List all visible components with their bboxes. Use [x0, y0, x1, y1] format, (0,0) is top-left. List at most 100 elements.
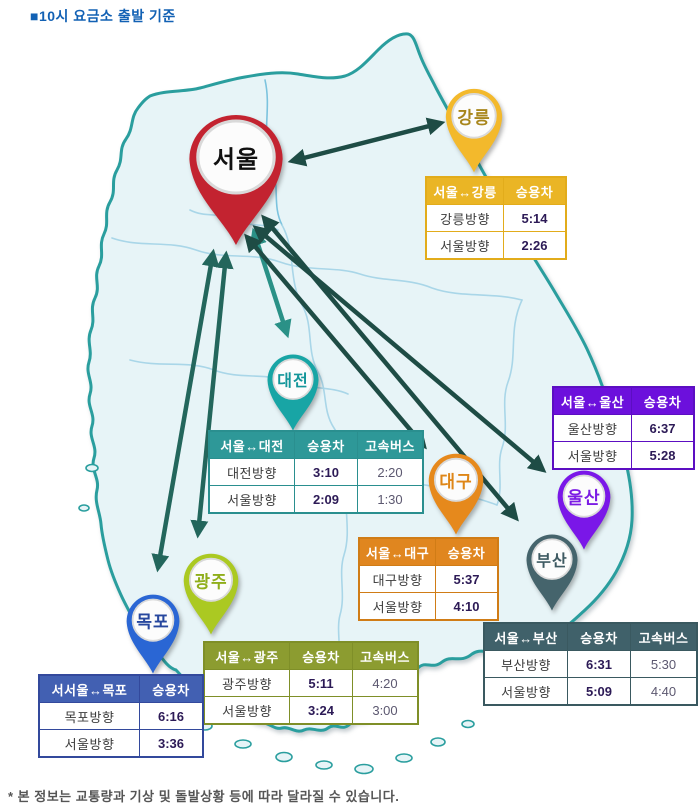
- col-header-car: 승용차: [294, 430, 358, 459]
- direction-label: 서울방향: [552, 441, 632, 470]
- col-header-route: 서울↔울산: [552, 386, 632, 415]
- pin-marker-icon: [183, 553, 239, 635]
- table-row: 서울방향 5:09 4:40: [483, 677, 698, 706]
- table-row: 서울방향 5:28: [552, 441, 695, 470]
- table-row: 서울방향 4:10: [358, 592, 499, 621]
- col-header-bus: 고속버스: [357, 430, 424, 459]
- direction-label: 서울방향: [38, 729, 140, 758]
- map-pin-daejeon[interactable]: 대전: [264, 351, 322, 433]
- bus-time: 4:20: [352, 669, 419, 697]
- col-header-bus: 고속버스: [352, 641, 419, 670]
- car-time: 2:26: [503, 231, 567, 260]
- direction-label: 대구방향: [358, 565, 436, 593]
- pin-marker-icon: [428, 453, 484, 535]
- col-header-route: 서서울↔목포: [38, 674, 140, 703]
- pin-marker-icon: [189, 115, 283, 245]
- pin-marker-icon: [126, 594, 180, 674]
- table-row: 광주방향 5:11 4:20: [203, 669, 419, 697]
- table-row: 대구방향 5:37: [358, 565, 499, 593]
- col-header-route: 서울↔강릉: [425, 176, 504, 205]
- direction-label: 대전방향: [208, 458, 295, 486]
- pin-marker-icon: [267, 354, 319, 431]
- travel-table-ulsan: 서울↔울산 승용차 울산방향 6:37 서울방향 5:28: [552, 386, 695, 470]
- direction-label: 서울방향: [208, 485, 295, 514]
- table-row: 서울방향 2:26: [425, 231, 567, 260]
- col-header-route: 서울↔광주: [203, 641, 290, 670]
- table-header-row: 서울↔부산 승용차 고속버스: [483, 622, 698, 651]
- direction-label: 강릉방향: [425, 204, 504, 232]
- travel-table-gwangju: 서울↔광주 승용차 고속버스 광주방향 5:11 4:20 서울방향 3:24 …: [203, 641, 419, 725]
- pin-label: 대전: [277, 372, 309, 390]
- direction-label: 광주방향: [203, 669, 290, 697]
- pin-label: 강릉: [457, 108, 491, 128]
- pin-label: 광주: [194, 572, 228, 592]
- car-time: 5:37: [435, 565, 499, 593]
- table-row: 강릉방향 5:14: [425, 204, 567, 232]
- direction-label: 울산방향: [552, 414, 632, 442]
- route-arrow-gwangju: [190, 250, 234, 539]
- car-time: 6:16: [139, 702, 204, 730]
- pin-label: 대구: [439, 472, 473, 492]
- pin-marker-icon: [445, 88, 503, 173]
- map-pin-daegu[interactable]: 대구: [425, 450, 487, 537]
- table-row: 대전방향 3:10 2:20: [208, 458, 424, 486]
- direction-label: 부산방향: [483, 650, 568, 678]
- travel-table-daegu: 서울↔대구 승용차 대구방향 5:37 서울방향 4:10: [358, 537, 499, 621]
- car-time: 2:09: [294, 485, 358, 514]
- car-time: 5:11: [289, 669, 353, 697]
- route-arrow-gangneung: [287, 117, 446, 167]
- bus-time: 4:40: [630, 677, 698, 706]
- car-time: 5:09: [567, 677, 631, 706]
- table-row: 서울방향 3:36: [38, 729, 204, 758]
- car-time: 5:14: [503, 204, 567, 232]
- table-header-row: 서울↔광주 승용차 고속버스: [203, 641, 419, 670]
- travel-table-mokpo: 서서울↔목포 승용차 목포방향 6:16 서울방향 3:36: [38, 674, 204, 758]
- bus-time: 1:30: [357, 485, 424, 514]
- table-row: 울산방향 6:37: [552, 414, 695, 442]
- map-pin-gwangju[interactable]: 광주: [180, 550, 242, 637]
- col-header-car: 승용차: [631, 386, 695, 415]
- col-header-route: 서울↔부산: [483, 622, 568, 651]
- table-header-row: 서울↔대전 승용차 고속버스: [208, 430, 424, 459]
- bus-time: 5:30: [630, 650, 698, 678]
- direction-label: 서울방향: [425, 231, 504, 260]
- car-time: 5:28: [631, 441, 695, 470]
- table-header-row: 서서울↔목포 승용차: [38, 674, 204, 703]
- col-header-bus: 고속버스: [630, 622, 698, 651]
- map-pin-busan[interactable]: 부산: [523, 531, 581, 613]
- table-row: 목포방향 6:16: [38, 702, 204, 730]
- direction-label: 서울방향: [483, 677, 568, 706]
- col-header-car: 승용차: [289, 641, 353, 670]
- bus-time: 2:20: [357, 458, 424, 486]
- car-time: 6:31: [567, 650, 631, 678]
- travel-table-daejeon: 서울↔대전 승용차 고속버스 대전방향 3:10 2:20 서울방향 2:09 …: [208, 430, 424, 514]
- col-header-car: 승용차: [503, 176, 567, 205]
- pin-label: 부산: [536, 552, 568, 570]
- travel-table-gangneung: 서울↔강릉 승용차 강릉방향 5:14 서울방향 2:26: [425, 176, 567, 260]
- table-header-row: 서울↔강릉 승용차: [425, 176, 567, 205]
- table-row: 서울방향 3:24 3:00: [203, 696, 419, 725]
- car-time: 3:24: [289, 696, 353, 725]
- table-header-row: 서울↔울산 승용차: [552, 386, 695, 415]
- pin-marker-icon: [526, 534, 578, 611]
- col-header-route: 서울↔대구: [358, 537, 436, 566]
- car-time: 3:10: [294, 458, 358, 486]
- table-row: 부산방향 6:31 5:30: [483, 650, 698, 678]
- direction-label: 목포방향: [38, 702, 140, 730]
- pin-label: 울산: [567, 488, 601, 508]
- map-pin-mokpo[interactable]: 목포: [123, 591, 183, 676]
- col-header-car: 승용차: [567, 622, 631, 651]
- car-time: 4:10: [435, 592, 499, 621]
- car-time: 3:36: [139, 729, 204, 758]
- table-row: 서울방향 2:09 1:30: [208, 485, 424, 514]
- col-header-route: 서울↔대전: [208, 430, 295, 459]
- pin-label: 목포: [136, 612, 170, 632]
- map-pin-seoul[interactable]: 서울: [183, 109, 289, 249]
- map-pin-gangneung[interactable]: 강릉: [442, 85, 506, 175]
- disclaimer-note: * 본 정보는 교통량과 기상 및 돌발상황 등에 따라 달라질 수 있습니다.: [8, 789, 400, 804]
- pin-marker-icon: [557, 470, 611, 550]
- col-header-car: 승용차: [435, 537, 499, 566]
- direction-label: 서울방향: [358, 592, 436, 621]
- direction-label: 서울방향: [203, 696, 290, 725]
- map-pin-ulsan[interactable]: 울산: [554, 467, 614, 552]
